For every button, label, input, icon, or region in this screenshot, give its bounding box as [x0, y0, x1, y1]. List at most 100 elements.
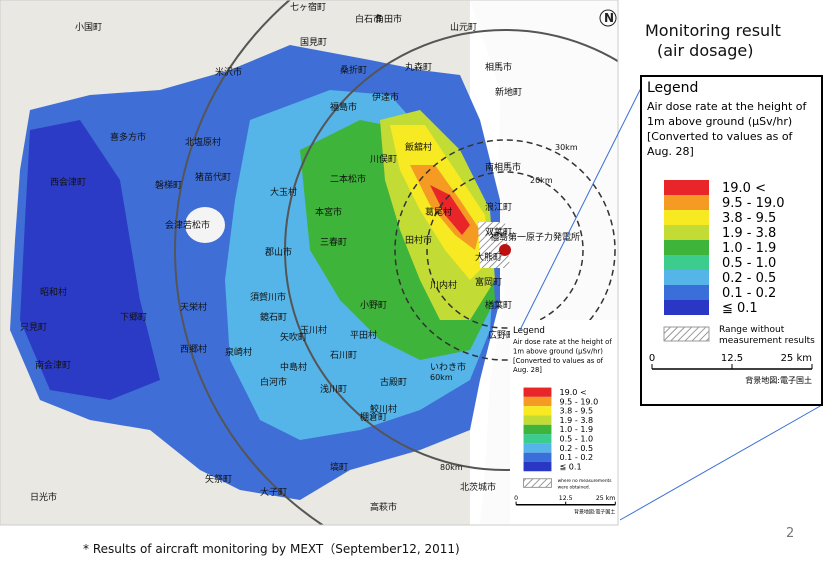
legend-description: Air dose rate at the height of [513, 338, 612, 346]
legend-swatch [664, 300, 709, 315]
place-label: 会津若松市 [165, 219, 210, 231]
scale-label: 12.5 [559, 495, 573, 502]
footnote: * Results of aircraft monitoring by MEXT… [83, 542, 460, 556]
legend-hatch [663, 326, 710, 342]
legend-swatch [523, 434, 552, 444]
legend-swatch [523, 424, 552, 435]
legend-swatch [664, 255, 709, 270]
place-label: 小国町 [75, 22, 102, 33]
place-label: 相馬市 [485, 61, 512, 73]
legend-swatch [664, 210, 709, 225]
legend-swatch [523, 396, 552, 407]
legend-item: 9.5 - 19.0 [722, 196, 785, 211]
legend-item: 1.0 - 1.9 [722, 241, 776, 256]
place-label: 棚倉町 [360, 411, 387, 423]
place-label: 葛尾村 [425, 206, 452, 218]
place-label: 丸森町 [405, 61, 432, 73]
legend-hatch [523, 478, 552, 488]
place-label: 昭和村 [40, 286, 67, 298]
legend-swatch [664, 180, 709, 195]
callout-line [519, 87, 642, 331]
legend-swatch [523, 443, 552, 453]
place-label: 磐梯町 [155, 179, 182, 191]
place-label: 高萩市 [370, 501, 397, 513]
place-label: 富岡町 [475, 276, 502, 288]
legend-item: ≦ 0.1 [560, 462, 582, 471]
legend-title: Legend [513, 326, 545, 336]
place-label: 20km [530, 176, 553, 185]
place-label: 北茨城市 [460, 481, 496, 493]
legend-hatch-label: where no measurements [558, 478, 613, 484]
place-label: 古殿町 [380, 376, 407, 388]
place-label: 南会津町 [35, 359, 71, 371]
place-label: 二本松市 [330, 173, 366, 185]
legend-swatch [664, 195, 709, 210]
place-label: 浪江町 [485, 201, 512, 213]
legend-item: 9.5 - 19.0 [560, 397, 599, 406]
place-label: 大熊町 [475, 251, 502, 263]
place-label: 石川町 [330, 351, 357, 361]
place-label: 広野町 [488, 329, 515, 341]
legend-item: 19.0 < [722, 181, 766, 196]
legend-swatch [523, 452, 552, 462]
place-label: 田村市 [405, 234, 432, 246]
legend-description: Aug. 28] [647, 145, 694, 158]
legend-swatch [523, 461, 552, 472]
legend-swatch [523, 387, 552, 397]
scale-label: 12.5 [721, 353, 743, 364]
place-label: 桑折町 [340, 64, 367, 76]
title: (air dosage) [657, 41, 753, 60]
legend-description: 1m above ground (μSv/hr) [513, 347, 603, 355]
place-label: 大玉村 [270, 186, 297, 198]
place-label: 須賀川市 [250, 291, 286, 303]
place-label: 米沢市 [215, 66, 242, 78]
legend-description: Aug. 28] [513, 366, 542, 374]
place-label: 只見町 [20, 322, 47, 333]
scale-label: 25 km [596, 495, 615, 502]
place-label: 塙町 [330, 461, 348, 473]
legend-swatch [664, 285, 709, 300]
place-label: 日光市 [30, 491, 57, 503]
place-label: 泉崎村 [225, 346, 252, 358]
place-label: 矢祭町 [205, 473, 232, 485]
place-label: 山元町 [450, 22, 477, 33]
place-label: 猪苗代町 [195, 171, 231, 183]
legend-swatch [523, 406, 552, 416]
scale-label: 0 [514, 495, 518, 502]
place-label: 新地町 [495, 86, 522, 98]
place-label: 七ヶ宿町 [290, 1, 326, 13]
map-credit: 背景地図:電子国土 [745, 375, 812, 385]
legend-item: 1.9 - 3.8 [722, 226, 776, 241]
place-label: 南相馬市 [485, 161, 521, 173]
place-label: 平田村 [350, 329, 377, 341]
legend-item: 3.8 - 9.5 [722, 211, 776, 226]
legend-item: 19.0 < [560, 388, 587, 397]
place-label: 大子町 [260, 486, 287, 498]
legend-hatch-label: Range without [719, 325, 785, 335]
north-arrow: N [604, 11, 614, 25]
legend-item: 0.5 - 1.0 [560, 435, 594, 444]
place-label: 飯舘村 [405, 141, 432, 153]
scale-label: 0 [649, 353, 655, 364]
place-label: 西会津町 [50, 176, 86, 188]
place-label: 白河市 [260, 376, 287, 388]
title: Monitoring result [645, 21, 781, 40]
legend-swatch [664, 225, 709, 240]
legend-item: 3.8 - 9.5 [560, 407, 594, 416]
place-label: 福島市 [330, 101, 357, 113]
place-label: 川俣町 [370, 153, 397, 165]
legend-swatch [523, 415, 552, 425]
legend-hatch-label: measurement results [719, 336, 815, 346]
legend-description: [Converted to values as of [513, 357, 604, 365]
legend-item: 0.1 - 0.2 [560, 453, 594, 462]
legend-description: 1m above ground (μSv/hr) [647, 115, 792, 128]
scale-label: 25 km [781, 353, 812, 364]
place-label: 川内村 [430, 279, 457, 291]
callout-line [619, 404, 823, 521]
map-credit: 背景地図:電子国土 [574, 508, 615, 515]
place-label: 三春町 [320, 236, 347, 248]
place-label: 郡山市 [265, 246, 292, 258]
legend-swatch [664, 240, 709, 255]
place-label: 北塩原村 [185, 136, 221, 148]
